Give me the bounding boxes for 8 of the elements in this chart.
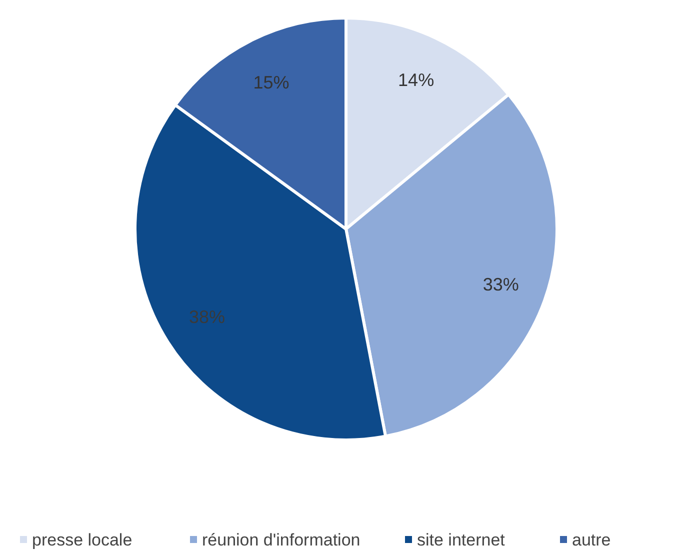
data-label: 15% xyxy=(253,72,290,92)
legend-label: site internet xyxy=(417,530,506,550)
legend-label: autre xyxy=(572,530,611,550)
data-label: 33% xyxy=(482,274,519,295)
legend-label: presse locale xyxy=(32,530,132,550)
legend-label: réunion d'information xyxy=(202,530,360,550)
data-label: 38% xyxy=(189,307,226,328)
data-label: 14% xyxy=(398,70,434,90)
